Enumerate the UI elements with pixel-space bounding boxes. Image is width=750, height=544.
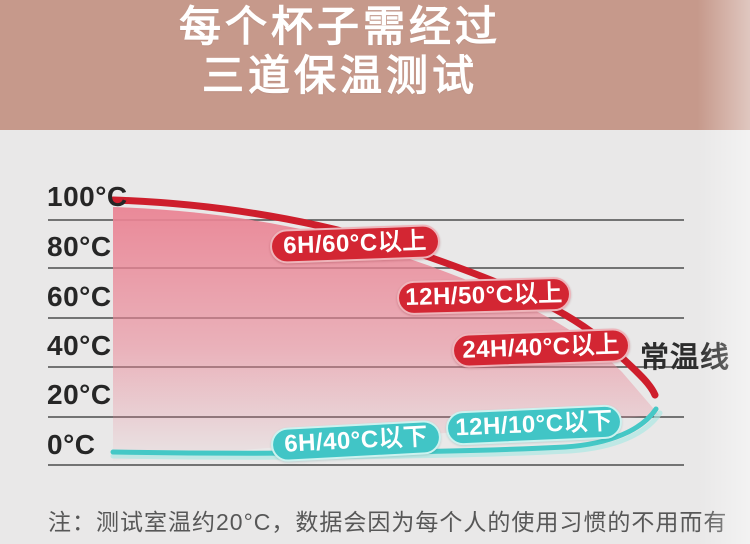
hot-annotation-12h: 12H/50°C以上 <box>396 276 572 316</box>
y-axis-tick-60: 60°C <box>47 281 112 312</box>
cold-series-glow <box>110 410 663 460</box>
hot-annotation-6h: 6H/60°C以上 <box>269 224 441 264</box>
y-axis-tick-40: 40°C <box>47 330 112 361</box>
cold-series-line <box>110 406 659 456</box>
y-axis-tick-100: 100°C <box>47 181 128 212</box>
hot-series-area <box>113 207 659 461</box>
page-title-line-2: 三道保温测试 <box>201 52 478 99</box>
footnote: 注：测试室温约20°C，数据会因为每个人的使用习惯的不用而有所不同 <box>48 509 728 544</box>
header-banner: 每个杯子需经过 三道保温测试 <box>0 0 750 130</box>
insulation-chart: 100°C 80°C 60°C 40°C 20°C 0°C 6H/60°C以上 … <box>0 130 750 544</box>
y-axis-tick-0: 0°C <box>47 429 96 460</box>
y-axis-tick-20: 20°C <box>47 379 112 410</box>
room-temp-line-label: 常温线 <box>640 342 731 374</box>
y-axis-tick-80: 80°C <box>47 231 112 262</box>
page-title-line-1: 每个杯子需经过 <box>178 3 501 50</box>
page-title: 每个杯子需经过 三道保温测试 <box>0 2 680 100</box>
hot-annotation-24h: 24H/40°C以上 <box>451 327 631 369</box>
